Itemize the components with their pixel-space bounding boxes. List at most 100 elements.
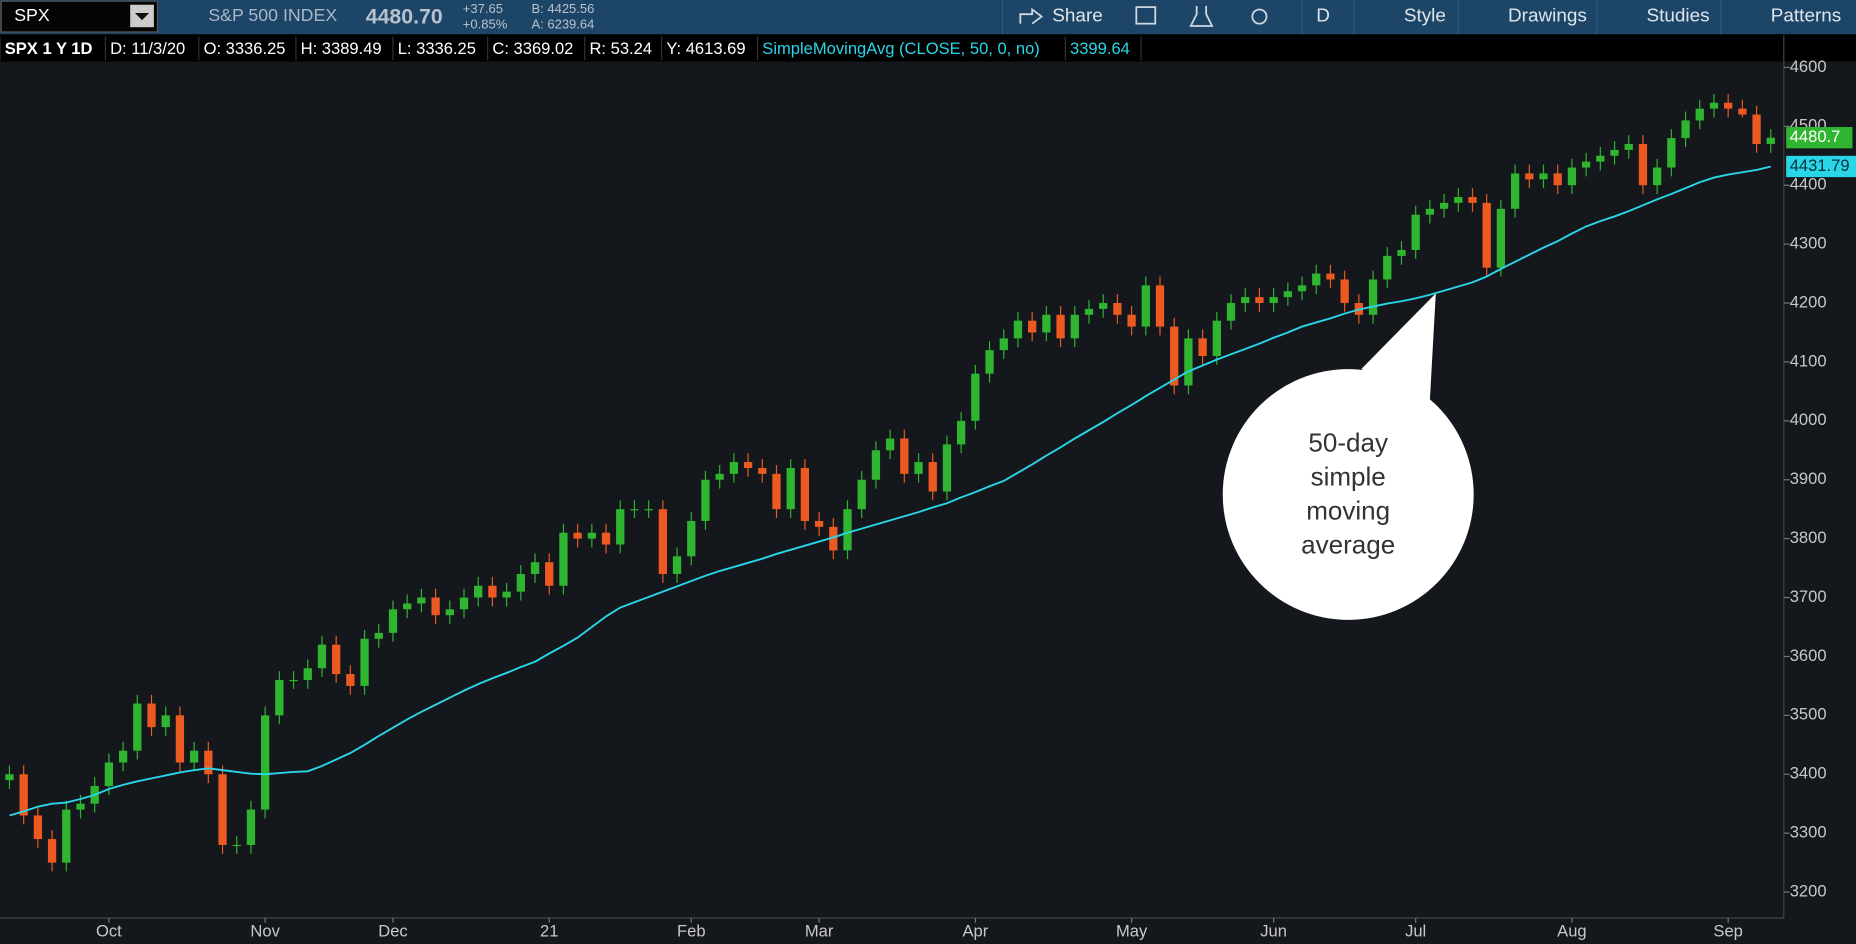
candle-body — [1624, 143, 1633, 150]
candle-body — [1113, 303, 1122, 315]
candle-body — [1042, 314, 1051, 333]
candle-body — [658, 509, 667, 574]
candle-body — [601, 532, 611, 545]
y-tick-label: 3300 — [1790, 823, 1827, 842]
candle-body — [1496, 208, 1506, 268]
candle-body — [1439, 202, 1449, 209]
candle-body — [388, 609, 398, 633]
icon[interactable] — [1019, 7, 1044, 25]
candle-body — [189, 750, 199, 763]
candle-body — [999, 338, 1008, 351]
price-axis — [1783, 61, 1856, 944]
candle-body — [1028, 320, 1037, 333]
candle-body — [303, 668, 312, 681]
candle-body — [942, 444, 952, 492]
y-tick-label: 4200 — [1790, 292, 1827, 311]
candle-body — [261, 715, 270, 810]
info-item: O: 3336.25 — [204, 39, 286, 58]
candle-body — [1695, 108, 1704, 121]
candle-body — [1070, 314, 1079, 339]
toolbar-button[interactable]: Style — [1404, 6, 1446, 27]
x-tick-label: Dec — [378, 922, 407, 941]
sma-line — [9, 165, 1771, 817]
candle-body — [1667, 138, 1676, 168]
candle-body — [545, 562, 554, 586]
info-item: L: 3336.25 — [398, 39, 476, 58]
candle-body — [800, 467, 810, 521]
candle-body — [1297, 285, 1307, 292]
toolbar-button[interactable]: Studies — [1646, 6, 1709, 27]
candle-body — [743, 462, 753, 468]
candle-body — [417, 597, 426, 604]
toolbar-button[interactable]: Share — [1052, 6, 1103, 27]
y-tick-label: 3800 — [1790, 528, 1827, 547]
change-pct: +0.85% — [463, 16, 508, 31]
x-tick-label: Sep — [1713, 922, 1742, 941]
toolbar-button[interactable]: D — [1316, 6, 1330, 27]
info-item: SPX 1 Y 1D — [5, 39, 93, 58]
candle-body — [829, 526, 838, 551]
annotation-line: 50-day — [1308, 428, 1388, 458]
y-tick-label: 3400 — [1790, 764, 1827, 783]
sma-price-tag — [1786, 155, 1856, 178]
dropdown-arrow — [134, 13, 150, 21]
candle-body — [218, 774, 227, 845]
candle-body — [488, 585, 497, 598]
icon[interactable] — [1135, 6, 1157, 25]
candle-body — [47, 839, 57, 863]
candle-body — [360, 638, 369, 686]
toolbar-button[interactable]: Drawings — [1508, 6, 1587, 27]
annotation — [1222, 293, 1474, 620]
candle-body — [204, 750, 213, 775]
candle-body — [871, 450, 881, 480]
symbol: SPX — [14, 5, 50, 25]
candle-body — [1198, 338, 1207, 357]
x-tick-label: 21 — [540, 922, 558, 941]
candle-body — [118, 750, 128, 763]
candle-body — [33, 815, 43, 840]
candle-body — [630, 509, 639, 511]
toolbar-icons — [1019, 5, 1268, 27]
candle-body — [1482, 202, 1491, 268]
candle-body — [1567, 167, 1577, 186]
instrument-name: S&P 500 INDEX — [208, 5, 337, 25]
candle-body — [1638, 143, 1648, 186]
candle-body — [1539, 173, 1548, 180]
study-label: SimpleMovingAvg (CLOSE, 50, 0, no) — [762, 39, 1040, 58]
x-tick-label: Mar — [805, 922, 834, 941]
candle-body — [772, 473, 781, 510]
annotation-line: simple — [1311, 462, 1386, 492]
candle-body — [5, 774, 14, 781]
info-item: Y: 4613.69 — [666, 39, 745, 58]
candle-body — [857, 479, 866, 510]
candle-body — [317, 644, 327, 669]
candle-body — [957, 420, 966, 445]
icon[interactable] — [1251, 8, 1268, 25]
candle-body — [1212, 320, 1221, 357]
toolbar — [0, 0, 1856, 35]
candle-body — [332, 644, 341, 675]
bid: B: 4425.56 — [531, 1, 594, 16]
candle-body — [1752, 114, 1761, 144]
candle-body — [729, 462, 739, 474]
last-price-tag — [1786, 127, 1853, 149]
toolbar-button[interactable]: Patterns — [1771, 6, 1841, 27]
annotation-line: average — [1301, 530, 1395, 560]
candle-body — [1155, 285, 1165, 327]
candle-body — [1766, 137, 1775, 144]
study-value: 3399.64 — [1070, 39, 1130, 58]
last-price: 4480.70 — [366, 4, 443, 28]
y-tick-label: 3900 — [1790, 469, 1827, 488]
icon[interactable] — [1189, 5, 1214, 27]
y-tick-label: 3200 — [1790, 881, 1827, 900]
x-tick-label: May — [1116, 922, 1148, 941]
info-item: D: 11/3/20 — [110, 39, 185, 58]
candle-body — [1312, 273, 1321, 286]
ask: A: 6239.64 — [531, 16, 594, 31]
candle-body — [445, 609, 454, 616]
candle-body — [985, 350, 994, 374]
candle-body — [1269, 297, 1278, 304]
last-price-label: 4480.7 — [1790, 127, 1841, 146]
